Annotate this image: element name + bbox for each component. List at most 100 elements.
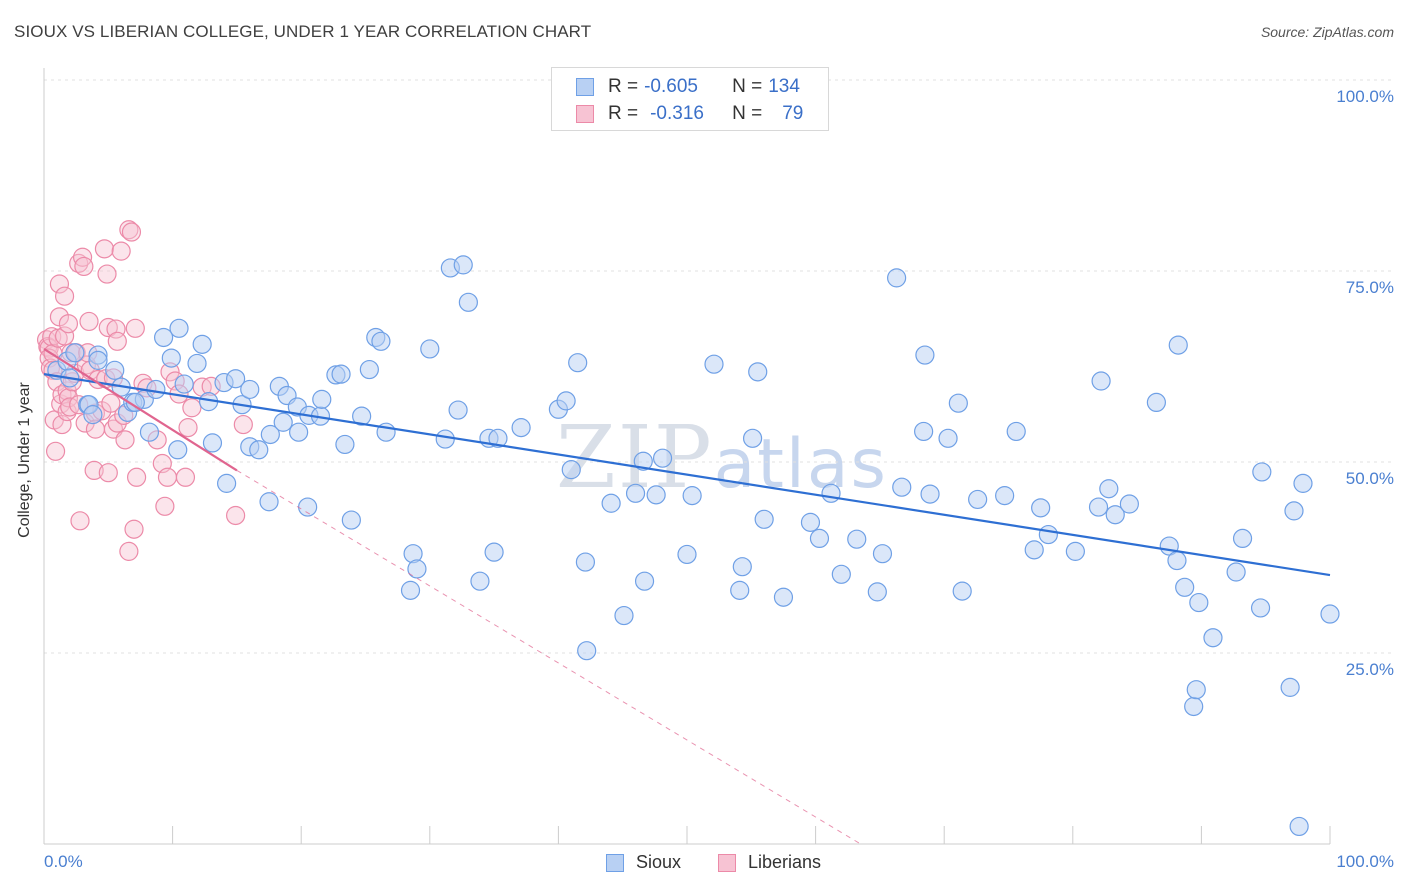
sioux-point <box>677 544 697 565</box>
sioux-point <box>1320 604 1340 624</box>
liberians-point <box>54 326 75 346</box>
sioux-point <box>920 484 940 504</box>
sioux-point <box>1284 501 1304 521</box>
sioux-point <box>420 339 440 359</box>
sioux-point <box>1189 592 1209 613</box>
sioux-point <box>1038 524 1058 545</box>
sioux-swatch <box>576 78 594 96</box>
sioux-point <box>1006 421 1026 442</box>
sioux-point <box>488 428 508 448</box>
sioux-point <box>1175 577 1195 597</box>
sioux-n-value: 134 <box>768 76 800 97</box>
legend-item-sioux: Sioux <box>606 852 681 873</box>
legend-liberians-label: Liberians <box>748 852 822 872</box>
sioux-point <box>831 564 851 584</box>
sioux-point <box>682 486 702 506</box>
sioux-point <box>872 544 893 564</box>
sioux-point <box>1119 494 1139 514</box>
sioux-point <box>359 359 379 380</box>
sioux-point <box>948 393 968 413</box>
liberians-point <box>155 496 175 516</box>
sioux-point <box>312 389 332 409</box>
sioux-r-label: R = <box>608 76 639 97</box>
liberians-n-value: 79 <box>782 103 804 124</box>
liberians-r-label: R = <box>608 103 639 124</box>
x-tick-label-100: 100.0% <box>1336 852 1394 871</box>
y-tick-label-100: 100.0% <box>1336 87 1394 106</box>
sioux-point <box>887 268 907 288</box>
x-tick-label-0: 0.0% <box>44 852 83 871</box>
sioux-point <box>568 353 588 373</box>
liberians-point <box>54 286 75 306</box>
sioux-point <box>458 292 478 312</box>
sioux-point <box>240 379 260 400</box>
sioux-point <box>968 489 988 510</box>
legend-item-liberians: Liberians <box>718 852 821 873</box>
sioux-point <box>298 497 318 517</box>
sioux-point <box>601 493 621 513</box>
liberians-point <box>49 274 70 294</box>
sioux-point <box>704 354 724 374</box>
sioux-n-label: N = <box>732 76 763 97</box>
sioux-point <box>511 418 531 438</box>
liberians-point <box>98 463 118 483</box>
liberians-point <box>119 541 139 561</box>
watermark-atlas: atlas <box>713 425 888 504</box>
sioux-point <box>938 428 958 448</box>
sioux-point <box>1146 392 1166 413</box>
correlation-legend: R = -0.605 N = 134 R = -0.316 N = 79 <box>551 67 829 131</box>
sioux-point <box>1065 541 1085 561</box>
liberians-point <box>111 241 131 261</box>
sioux-point <box>914 421 934 442</box>
liberians-n-label: N = <box>732 103 763 124</box>
sioux-point <box>202 433 223 453</box>
sioux-point <box>331 364 351 384</box>
sioux-point <box>289 422 309 442</box>
sioux-point <box>809 528 830 549</box>
liberians-point <box>233 414 253 435</box>
sioux-point <box>1293 473 1313 493</box>
liberians-point <box>157 467 178 487</box>
sioux-point <box>575 552 596 572</box>
sioux-point <box>1203 628 1223 648</box>
sioux-point <box>1088 497 1109 517</box>
y-axis-label: College, Under 1 year <box>16 382 33 538</box>
liberians-point <box>175 467 196 487</box>
sioux-point <box>352 406 372 426</box>
sioux-point <box>577 641 597 661</box>
sioux-point <box>995 486 1015 506</box>
sioux-point <box>634 571 655 591</box>
y-tick-label-50: 50.0% <box>1345 469 1394 488</box>
liberians-point <box>97 264 117 284</box>
sioux-point <box>646 485 666 505</box>
sioux-point <box>1091 371 1111 391</box>
sioux-point <box>125 392 145 413</box>
liberians-r-value: -0.316 <box>650 103 704 124</box>
liberians-point <box>125 318 145 338</box>
sioux-point <box>556 391 576 411</box>
sioux-point <box>484 542 504 562</box>
sioux-point <box>742 428 763 448</box>
liberians-point <box>101 393 121 413</box>
sioux-point <box>847 529 867 549</box>
liberians-point <box>106 319 126 339</box>
sioux-point <box>1250 598 1271 618</box>
series-legend: Sioux Liberians <box>0 852 1406 876</box>
sioux-point <box>169 318 189 338</box>
sioux-point <box>633 451 653 471</box>
sioux-point <box>1168 335 1188 355</box>
liberians-point <box>74 256 94 277</box>
sioux-point <box>371 331 391 351</box>
liberians-trend-extension <box>236 469 861 845</box>
sioux-point <box>1031 498 1051 518</box>
sioux-point <box>407 559 427 579</box>
sioux-point <box>153 327 174 348</box>
sioux-point <box>561 460 581 480</box>
sioux-point <box>335 434 355 455</box>
liberians-point <box>115 430 135 450</box>
sioux-point <box>821 483 841 503</box>
sioux-point <box>1105 505 1125 525</box>
sioux-point <box>161 348 181 368</box>
sioux-point <box>1024 540 1044 560</box>
sioux-point <box>1252 462 1272 482</box>
